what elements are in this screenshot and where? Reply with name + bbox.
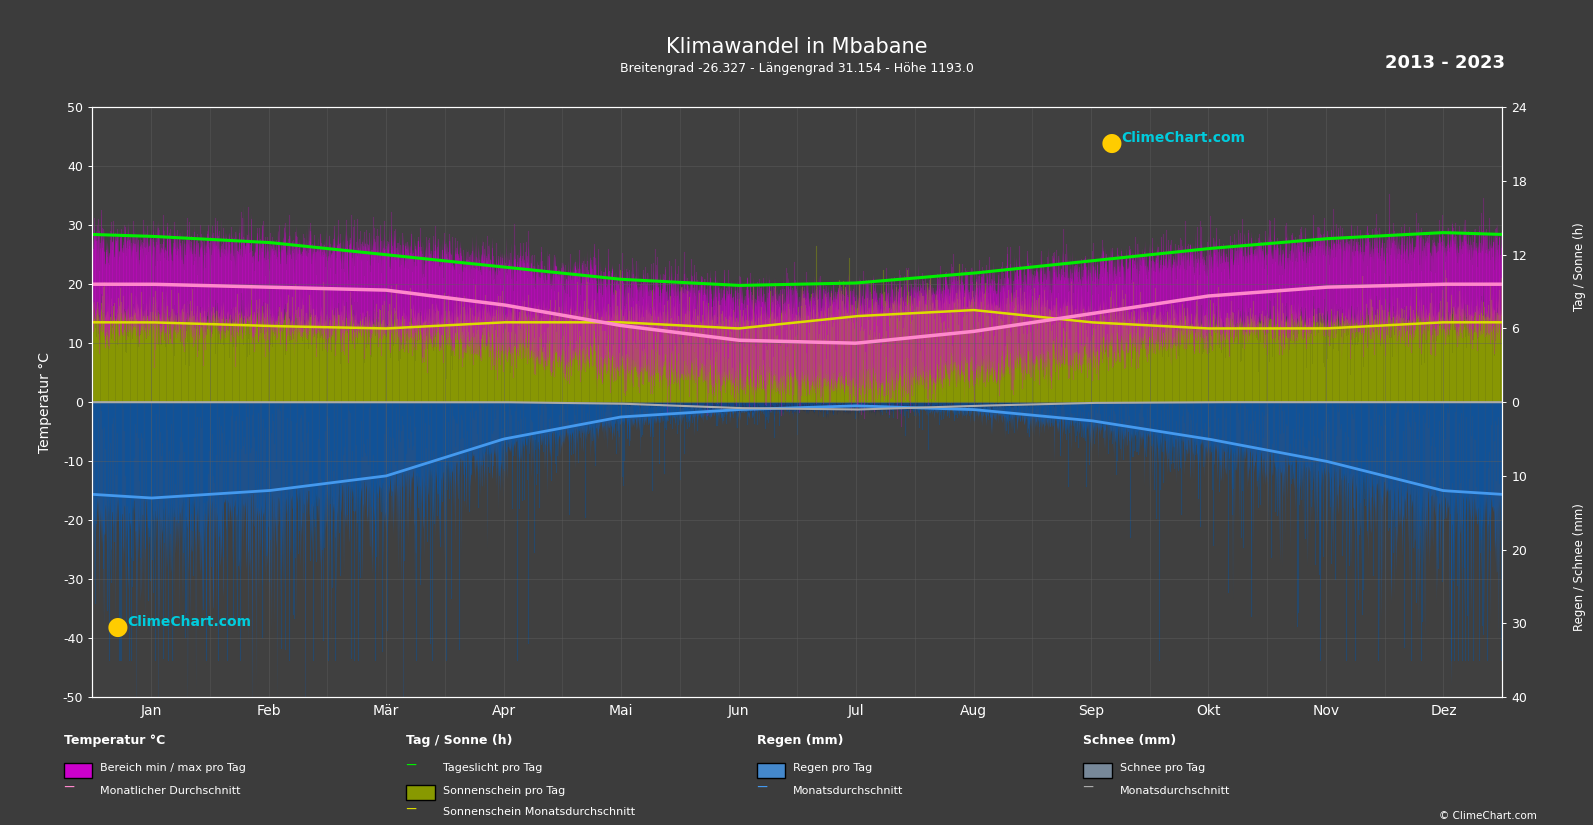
- Text: Sonnenschein pro Tag: Sonnenschein pro Tag: [443, 785, 566, 795]
- Text: ─: ─: [757, 780, 766, 795]
- Text: ●: ●: [1101, 131, 1123, 155]
- Text: ClimeChart.com: ClimeChart.com: [127, 615, 252, 629]
- Text: 2013 - 2023: 2013 - 2023: [1386, 54, 1505, 72]
- Text: Schnee pro Tag: Schnee pro Tag: [1120, 763, 1206, 773]
- Text: Regen (mm): Regen (mm): [757, 734, 843, 747]
- Text: Tag / Sonne (h): Tag / Sonne (h): [406, 734, 513, 747]
- Text: ClimeChart.com: ClimeChart.com: [1121, 131, 1246, 145]
- Text: ─: ─: [1083, 780, 1093, 795]
- Text: Bereich min / max pro Tag: Bereich min / max pro Tag: [100, 763, 247, 773]
- Text: Klimawandel in Mbabane: Klimawandel in Mbabane: [666, 37, 927, 57]
- Text: Regen / Schnee (mm): Regen / Schnee (mm): [1574, 503, 1587, 631]
- Text: ─: ─: [64, 780, 73, 795]
- Text: ─: ─: [406, 757, 416, 773]
- Text: ─: ─: [406, 801, 416, 817]
- Text: ●: ●: [107, 615, 129, 639]
- Text: Temperatur °C: Temperatur °C: [64, 734, 166, 747]
- Text: © ClimeChart.com: © ClimeChart.com: [1440, 811, 1537, 821]
- Text: Monatlicher Durchschnitt: Monatlicher Durchschnitt: [100, 785, 241, 795]
- Text: Breitengrad -26.327 - Längengrad 31.154 - Höhe 1193.0: Breitengrad -26.327 - Längengrad 31.154 …: [620, 62, 973, 75]
- Text: Sonnenschein Monatsdurchschnitt: Sonnenschein Monatsdurchschnitt: [443, 807, 636, 817]
- Text: Tag / Sonne (h): Tag / Sonne (h): [1574, 222, 1587, 311]
- Text: Schnee (mm): Schnee (mm): [1083, 734, 1177, 747]
- Text: Monatsdurchschnitt: Monatsdurchschnitt: [1120, 785, 1230, 795]
- Text: Monatsdurchschnitt: Monatsdurchschnitt: [793, 785, 903, 795]
- Text: Regen pro Tag: Regen pro Tag: [793, 763, 873, 773]
- Text: Tageslicht pro Tag: Tageslicht pro Tag: [443, 763, 542, 773]
- Y-axis label: Temperatur °C: Temperatur °C: [38, 351, 51, 453]
